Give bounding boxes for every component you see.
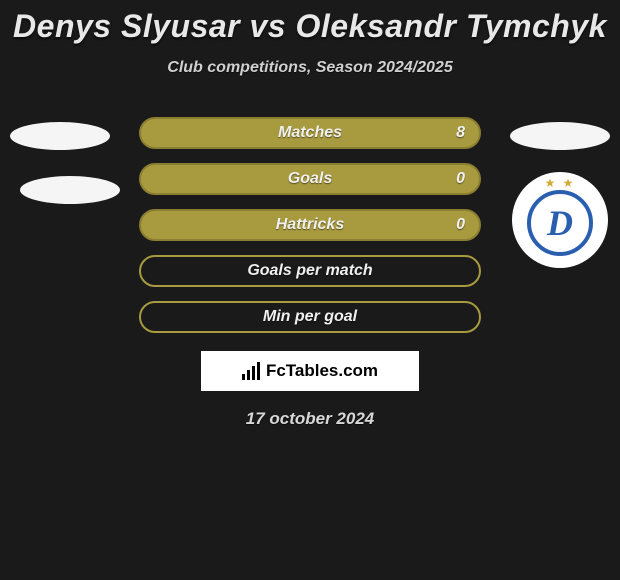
stars-icon: ★ ★ <box>545 176 576 190</box>
chart-icon <box>242 362 260 380</box>
stat-label: Min per goal <box>263 308 357 326</box>
badge-letter: D <box>547 202 573 244</box>
stat-bar-matches: Matches 8 <box>139 117 481 149</box>
stat-label: Goals <box>288 170 332 188</box>
badge-ring: D <box>527 190 593 256</box>
club-badge: ★ ★ D <box>512 172 608 268</box>
brand-badge: FcTables.com <box>201 351 419 391</box>
left-placeholder-1 <box>10 122 110 150</box>
subtitle: Club competitions, Season 2024/2025 <box>0 59 620 77</box>
stat-bar-min-per-goal: Min per goal <box>139 301 481 333</box>
stat-value: 0 <box>456 216 465 234</box>
stat-value: 8 <box>456 124 465 142</box>
page-title: Denys Slyusar vs Oleksandr Tymchyk <box>0 0 620 45</box>
stat-bar-goals: Goals 0 <box>139 163 481 195</box>
stat-label: Matches <box>278 124 342 142</box>
stat-bar-goals-per-match: Goals per match <box>139 255 481 287</box>
stat-bar-hattricks: Hattricks 0 <box>139 209 481 241</box>
brand-text: FcTables.com <box>266 361 378 381</box>
right-placeholder <box>510 122 610 150</box>
stat-label: Goals per match <box>247 262 372 280</box>
left-placeholder-2 <box>20 176 120 204</box>
stat-value: 0 <box>456 170 465 188</box>
stat-label: Hattricks <box>276 216 344 234</box>
date-text: 17 october 2024 <box>0 409 620 429</box>
